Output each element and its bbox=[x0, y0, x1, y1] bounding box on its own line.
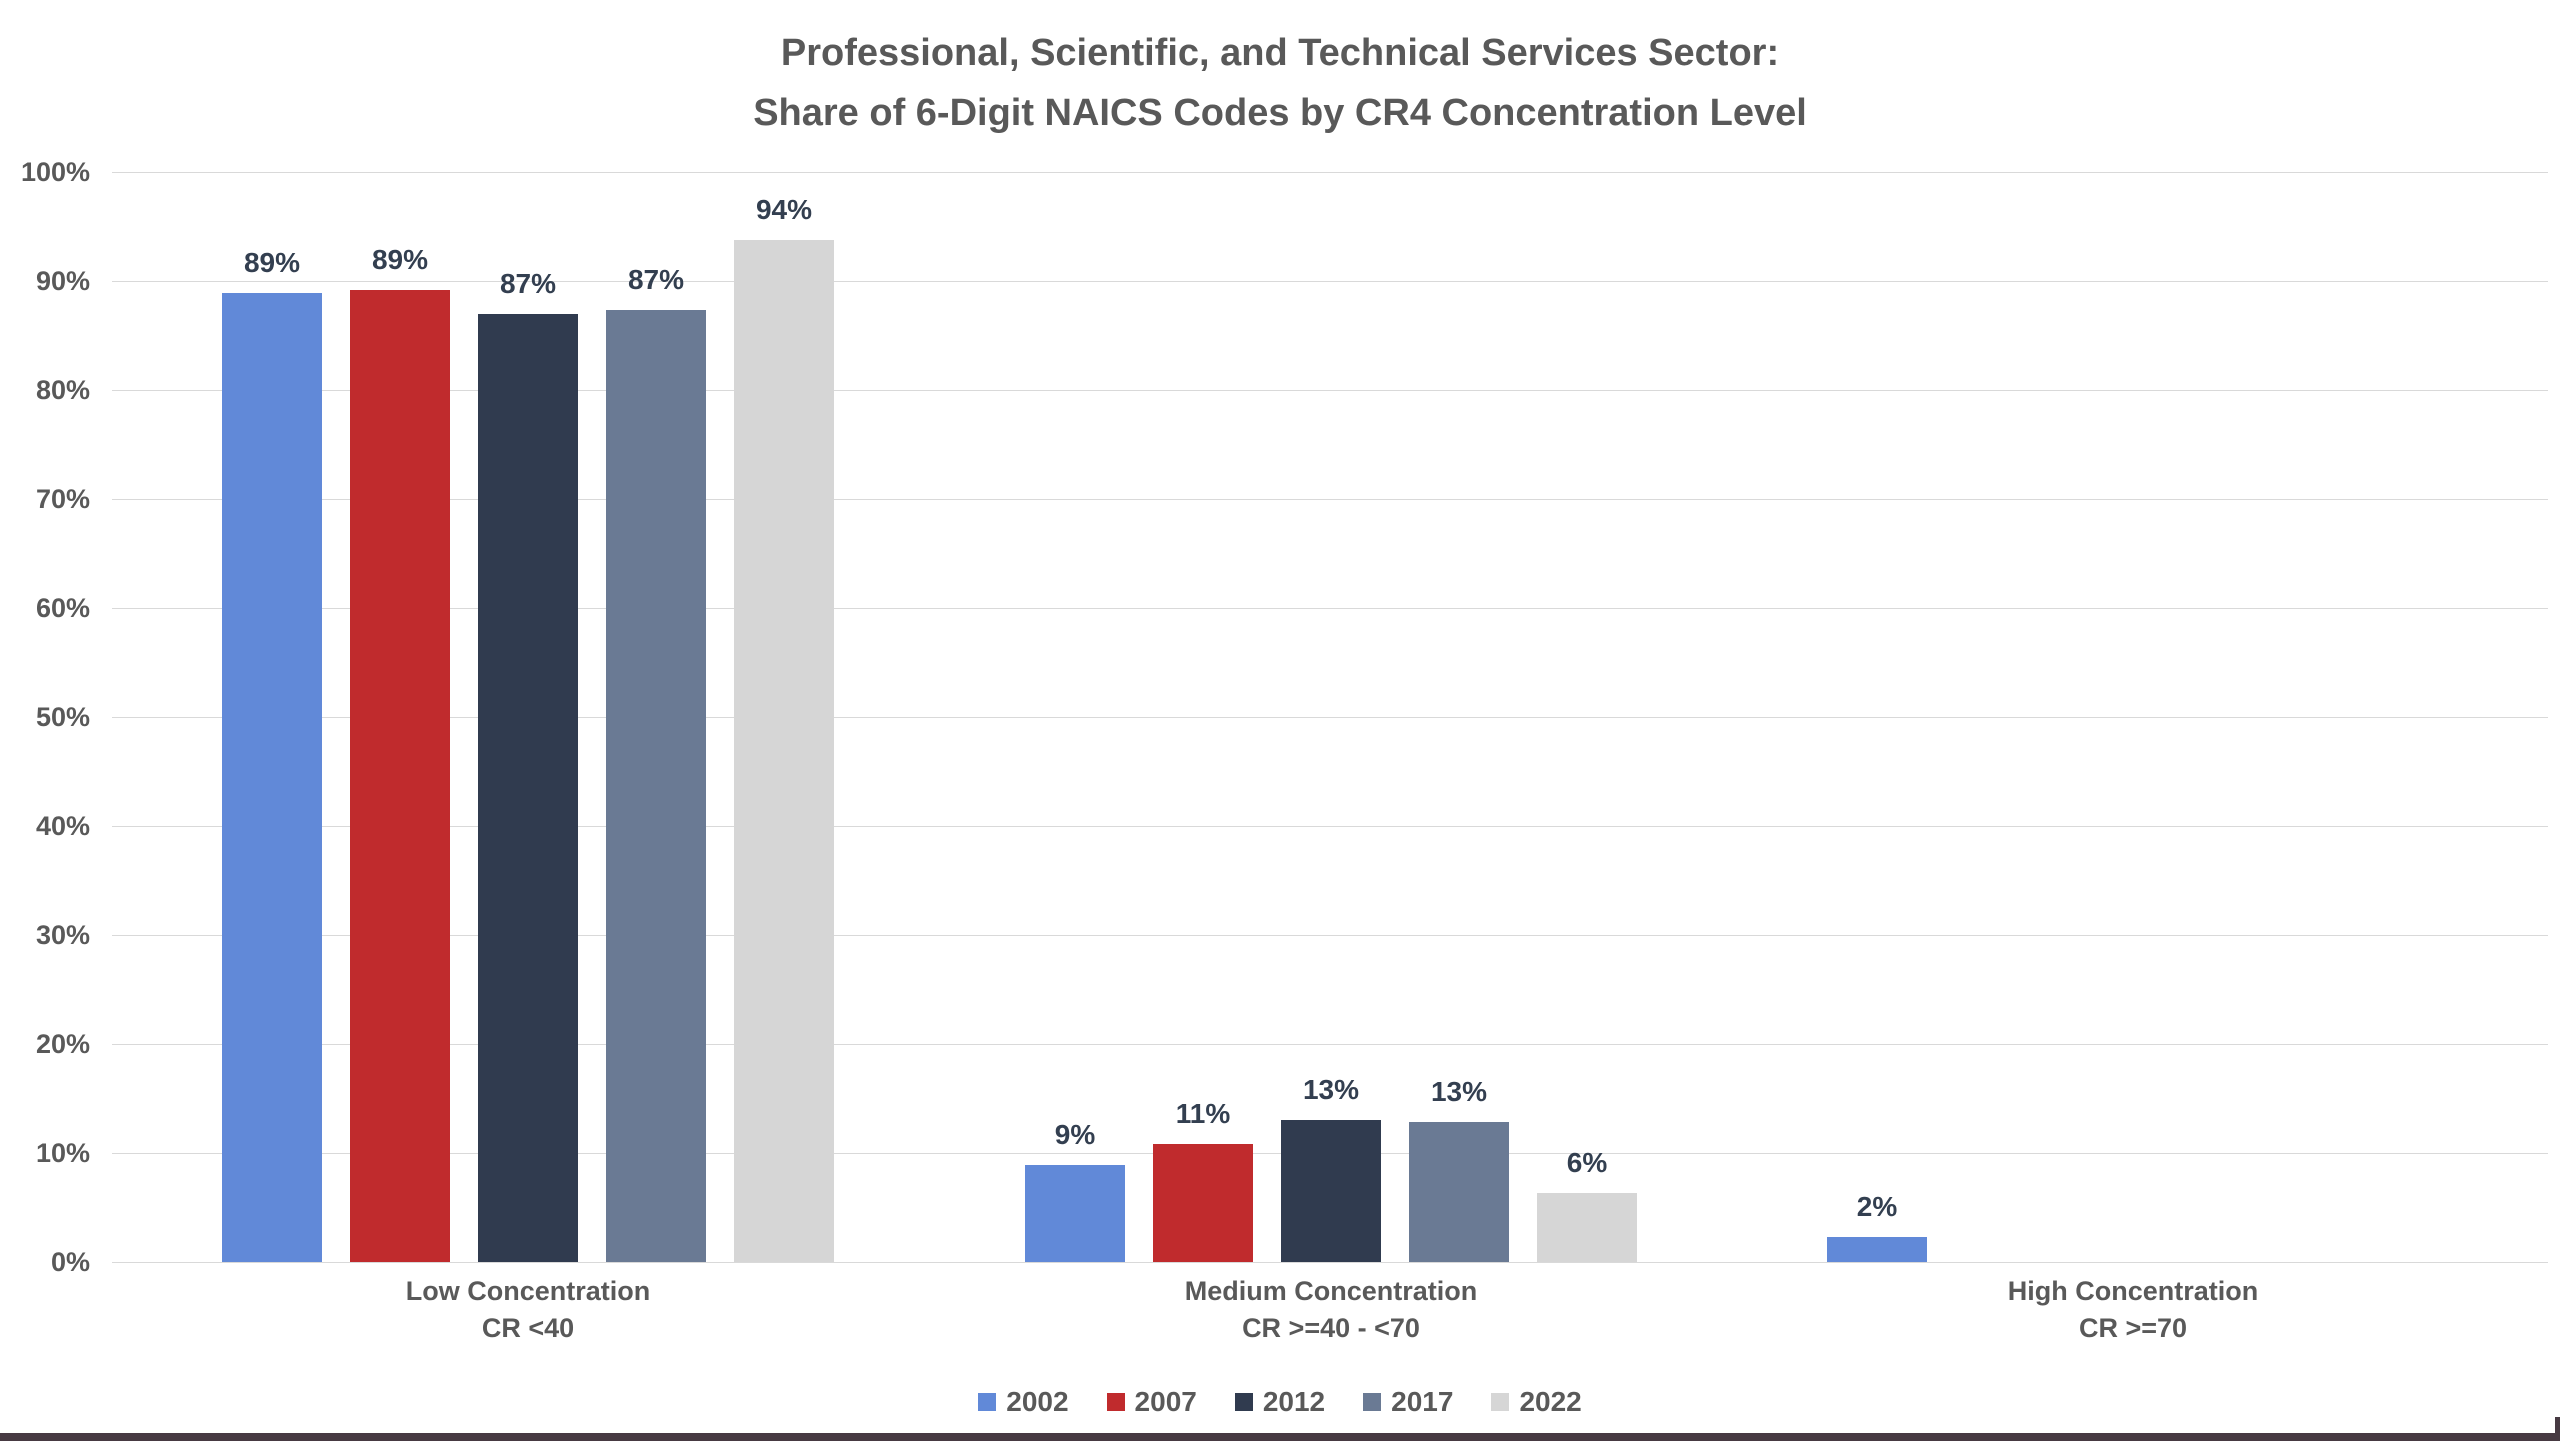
legend-item-2002: 2002 bbox=[978, 1386, 1069, 1418]
bar-value-label: 89% bbox=[371, 244, 429, 275]
legend-item-2022: 2022 bbox=[1491, 1386, 1582, 1418]
bottom-frame-border bbox=[0, 1433, 2560, 1441]
bar-2012-1 bbox=[478, 314, 578, 1262]
bar-2002-2 bbox=[1025, 1165, 1125, 1262]
bar-2022-1 bbox=[734, 240, 834, 1262]
bar-value-label: 87% bbox=[499, 268, 557, 299]
y-axis-tick-label: 0% bbox=[50, 1247, 90, 1277]
category-label-line2: CR >=70 bbox=[2078, 1313, 2188, 1343]
bar-value-label: 13% bbox=[1302, 1074, 1360, 1105]
grid-line bbox=[112, 390, 2548, 391]
bar-value-label: 94% bbox=[755, 194, 813, 225]
legend-label: 2017 bbox=[1391, 1386, 1454, 1417]
legend-item-2012: 2012 bbox=[1234, 1386, 1326, 1418]
bar-value-label: 13% bbox=[1430, 1076, 1488, 1107]
bar-2007-2 bbox=[1153, 1144, 1253, 1262]
right-frame-border bbox=[2555, 1417, 2560, 1441]
grid-line bbox=[112, 1044, 2548, 1045]
bar-2017-2 bbox=[1409, 1122, 1509, 1262]
bar-2022-2 bbox=[1537, 1193, 1637, 1262]
legend-label: 2007 bbox=[1134, 1386, 1197, 1417]
legend-item-2007: 2007 bbox=[1106, 1386, 1197, 1418]
legend-swatch-icon bbox=[978, 1393, 997, 1411]
category-label-line2: CR <40 bbox=[481, 1313, 575, 1343]
chart-title-line2: Share of 6-Digit NAICS Codes by CR4 Conc… bbox=[753, 92, 1807, 134]
y-axis-tick-label: 70% bbox=[35, 484, 90, 514]
grid-line bbox=[112, 826, 2548, 827]
y-axis-tick-label: 90% bbox=[35, 266, 90, 296]
grid-line bbox=[112, 499, 2548, 500]
y-axis-tick-label: 50% bbox=[35, 702, 90, 732]
y-axis-tick-label: 100% bbox=[20, 157, 90, 187]
y-axis-tick-label: 40% bbox=[35, 811, 90, 841]
bar-value-label: 11% bbox=[1175, 1098, 1231, 1129]
grid-line bbox=[112, 717, 2548, 718]
bar-2012-2 bbox=[1281, 1120, 1381, 1262]
bar-value-label: 87% bbox=[627, 264, 685, 295]
bar-value-label: 2% bbox=[1856, 1191, 1898, 1222]
grid-line bbox=[112, 1262, 2548, 1263]
legend-swatch-icon bbox=[1491, 1393, 1510, 1411]
y-axis-tick-label: 80% bbox=[35, 375, 90, 405]
grid-line bbox=[112, 608, 2548, 609]
bar-2007-1 bbox=[350, 290, 450, 1262]
legend-label: 2002 bbox=[1006, 1386, 1069, 1417]
legend-label: 2012 bbox=[1262, 1386, 1326, 1417]
bar-value-label: 89% bbox=[243, 247, 301, 278]
y-axis-tick-label: 30% bbox=[35, 920, 90, 950]
bar-2002-3 bbox=[1827, 1237, 1927, 1262]
legend-swatch-icon bbox=[1363, 1393, 1382, 1411]
grid-line bbox=[112, 281, 2548, 282]
legend-swatch-icon bbox=[1234, 1393, 1253, 1411]
y-axis-tick-label: 60% bbox=[35, 593, 90, 623]
grid-line bbox=[112, 172, 2548, 173]
legend-swatch-icon bbox=[1106, 1393, 1125, 1411]
bar-2002-1 bbox=[222, 293, 322, 1262]
category-label-line1: High Concentration bbox=[2007, 1276, 2259, 1306]
chart-title-line1: Professional, Scientific, and Technical … bbox=[780, 32, 1780, 74]
legend-item-2017: 2017 bbox=[1363, 1386, 1453, 1418]
bar-value-label: 9% bbox=[1054, 1119, 1096, 1150]
bar-2017-1 bbox=[606, 310, 706, 1262]
bar-value-label: 6% bbox=[1566, 1147, 1608, 1178]
category-label-line1: Medium Concentration bbox=[1184, 1276, 1478, 1306]
grid-line bbox=[112, 935, 2548, 936]
category-label-line1: Low Concentration bbox=[405, 1276, 651, 1306]
legend-label: 2022 bbox=[1519, 1386, 1582, 1417]
category-label-line2: CR >=40 - <70 bbox=[1242, 1313, 1420, 1343]
y-axis-tick-label: 10% bbox=[35, 1138, 90, 1168]
y-axis-tick-label: 20% bbox=[35, 1029, 90, 1059]
legend: 2002 2007 2012 2017 2022 bbox=[0, 1386, 2560, 1418]
